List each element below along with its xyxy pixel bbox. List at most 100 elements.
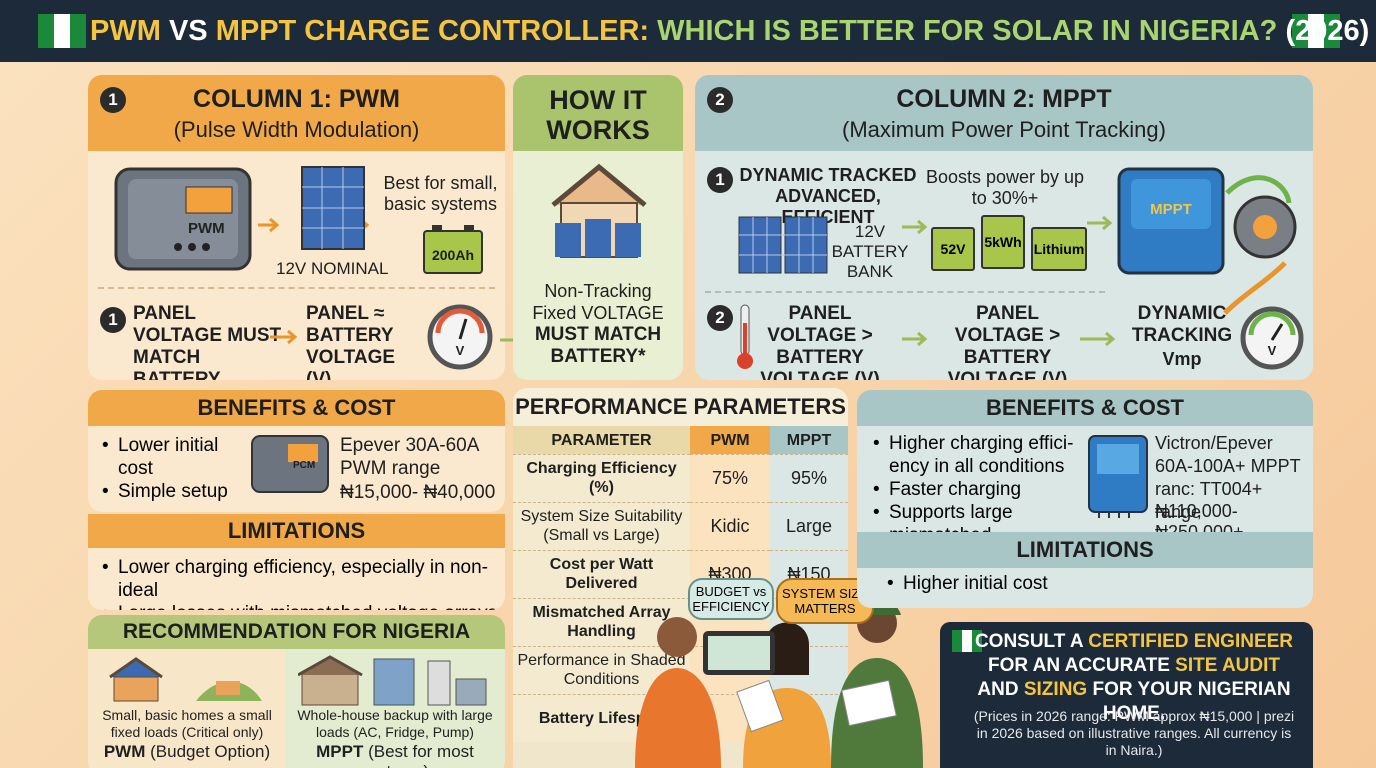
bullet-list: Lower initial costSimple setup <box>102 434 242 503</box>
pwm-device-label: PWM <box>188 220 225 237</box>
range-text: Epever 30A-60A PWM range <box>340 435 479 479</box>
speech-bubble: BUDGET vs EFFICIENCY <box>688 578 774 620</box>
left-text: Small, basic homes a small fixed loads (… <box>102 707 272 740</box>
battery: 52V <box>931 227 975 271</box>
vmp: Vmp <box>1162 349 1202 369</box>
mppt-device-icon <box>1088 435 1148 518</box>
table-cell-bg <box>690 502 770 550</box>
step-result: PANEL ≈ BATTERY VOLTAGE (V) <box>306 303 396 380</box>
pwm-subtitle: (Pulse Width Modulation) <box>173 117 420 142</box>
right-choice: MPPT <box>316 742 364 761</box>
flag-right <box>1292 14 1340 48</box>
consult-panel: CONSULT A CERTIFIED ENGINEER FOR AN ACCU… <box>940 622 1313 768</box>
arrow <box>902 331 928 347</box>
mppt-header <box>695 75 1313 151</box>
flag-left <box>38 14 86 48</box>
battery: Lithium <box>1031 227 1087 271</box>
consult-note: (Prices in 2026 range: PWM approx ₦15,00… <box>973 708 1295 758</box>
table-parameter: Charging Efficiency (%) <box>526 460 677 496</box>
how-panel: HOW IT WORKS Non-Tracking Fixed VOLTAGE MU… <box>513 75 683 380</box>
mppt-title: COLUMN 2: MPPT <box>896 85 1112 113</box>
battery-bank: 12V BATTERY BANK <box>831 222 909 281</box>
divider <box>705 291 1105 293</box>
gauge-icon <box>1240 306 1304 370</box>
bullet: Simple setup <box>102 480 242 503</box>
step-text: PANEL VOLTAGE MUST MATCH BATTERY <box>133 303 282 380</box>
right-note: (Best for most systems) <box>361 742 474 768</box>
section-title: LIMITATIONS <box>88 514 505 548</box>
pwm-limitations-panel: LIMITATIONS Lower charging efficiency, e… <box>88 514 505 610</box>
arrow <box>902 219 928 235</box>
thermometer-icon <box>737 304 753 369</box>
house-icon <box>551 163 647 258</box>
right-text: Whole-house backup with large loads (AC,… <box>297 707 493 740</box>
table-cell-bg <box>770 502 848 550</box>
mppt-panel: 2 COLUMN 2: MPPT (Maximum Power Point Tr… <box>695 75 1313 380</box>
device-label: PCM <box>293 460 316 471</box>
bullet-list: Higher charging effici-ency in all condi… <box>873 432 1085 547</box>
bullet: Faster charging <box>873 478 1085 501</box>
table-cell-bg <box>513 502 690 550</box>
table-value: 95% <box>790 467 828 488</box>
how-header <box>513 75 683 151</box>
number-badge: 1 <box>707 167 733 193</box>
battery-row: 52V 5kWh Lithium <box>931 215 1121 277</box>
mppt-device-label: MPPT <box>1150 201 1192 218</box>
mppt-subtitle: (Maximum Power Point Tracking) <box>842 117 1166 142</box>
arrow <box>270 329 298 345</box>
large-home-icon <box>298 655 487 706</box>
how-line: MUST MATCH <box>534 324 662 345</box>
table-header: PWM <box>690 426 770 454</box>
mppt-benefits-panel: BENEFITS & COST Higher charging effici-e… <box>857 390 1313 608</box>
table-parameter: System Size Suitability (Small vs Large) <box>520 508 683 544</box>
title-part: WHICH IS BETTER FOR SOLAR IN NIGERIA? <box>657 15 1278 47</box>
table-cell-bg <box>690 454 770 502</box>
table-cell-bg <box>513 454 690 502</box>
table-cell-bg <box>770 454 848 502</box>
step2-a: PANEL VOLTAGE > BATTERY VOLTAGE (V) <box>760 303 880 380</box>
small-home-icon <box>109 657 262 702</box>
best-for: Best for small, basic systems <box>383 173 498 214</box>
how-title: HOW IT WORKS <box>546 85 650 145</box>
recommendation-panel: RECOMMENDATION FOR NIGERIA Small, basic … <box>88 615 505 768</box>
consult-part: FOR AN ACCURATE <box>987 655 1176 676</box>
table-value: Kidic <box>710 515 750 536</box>
section-title: BENEFITS & COST <box>88 390 505 426</box>
battery-label: 200Ah <box>431 247 475 263</box>
gauge-icon <box>427 304 493 370</box>
table-value: 75% <box>711 467 749 488</box>
right-choice-line: MPPT (Best for most systems) <box>288 742 502 768</box>
pwm-device-icon <box>251 435 329 493</box>
title-part: PWM <box>90 15 161 47</box>
people-illustration <box>635 599 923 768</box>
left-note: (Budget Option) <box>150 742 271 761</box>
battery-icon <box>423 225 483 274</box>
how-text: Non-Tracking Fixed VOLTAGE MUST MATCH BATTE… <box>513 280 683 368</box>
bullet-list: Lower charging efficiency, especially in… <box>102 556 502 610</box>
table-value: Large <box>785 515 833 536</box>
price-text: ₦15,000- ₦40,000 <box>340 482 496 503</box>
section-title: LIMITATIONS <box>857 532 1313 568</box>
step2-b: PANEL VOLTAGE > BATTERY VOLTAGE (V) <box>947 303 1068 380</box>
section-title: BENEFITS & COST <box>857 390 1313 426</box>
pwm-panel: 1 COLUMN 1: PWM (Pulse Width Modulation)… <box>88 75 505 380</box>
how-line: Non-Tracking <box>544 281 652 301</box>
consult-part: CONSULT A <box>974 631 1089 652</box>
number-badge: 2 <box>707 87 733 113</box>
title-part: VS <box>168 15 208 47</box>
pwm-controller-icon <box>114 167 252 271</box>
table-cell-bg <box>513 550 690 598</box>
table-parameter: Cost per Watt Delivered <box>549 556 654 592</box>
pwm-header <box>88 75 505 151</box>
how-line: Fixed VOLTAGE <box>532 303 664 323</box>
page-title: PWM VS MPPT CHARGE CONTROLLER: WHICH IS … <box>90 12 1369 50</box>
arrow <box>1087 215 1113 231</box>
table-parameter: Mismatched Array Handling <box>532 604 671 640</box>
bullet: Higher initial cost <box>887 572 1287 595</box>
number-badge: 1 <box>100 307 126 333</box>
solar-array-icon <box>738 216 828 274</box>
left-choice-line: PWM (Budget Option) <box>94 742 280 762</box>
left-choice: PWM <box>103 742 146 761</box>
divider <box>98 287 495 289</box>
number-badge: 1 <box>100 87 126 113</box>
